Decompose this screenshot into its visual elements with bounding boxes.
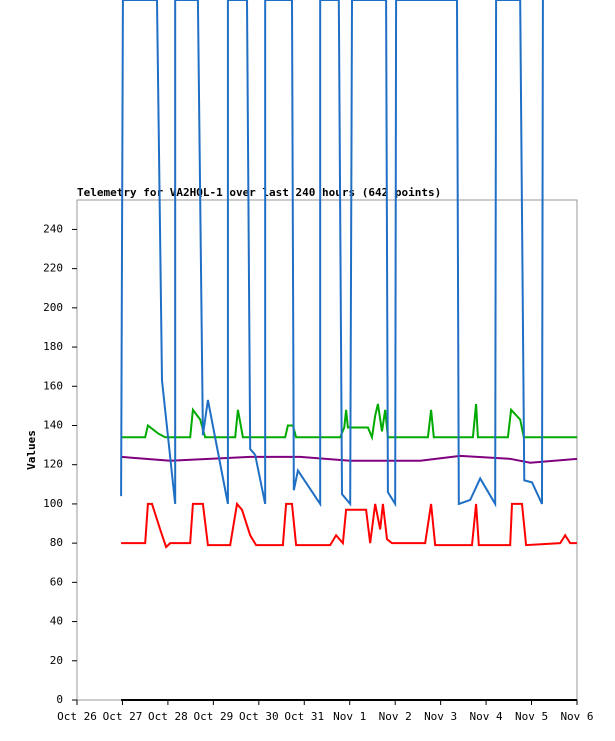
y-tick-label: 100: [43, 497, 63, 510]
x-tick-label: Nov 6: [560, 710, 593, 723]
x-tick-label: Oct 29: [193, 710, 233, 723]
y-tick-label: 160: [43, 379, 63, 392]
y-tick-label: 240: [43, 222, 63, 235]
series-line: [121, 501, 577, 549]
y-tick-label: 120: [43, 458, 63, 471]
y-tick-label: 40: [50, 615, 63, 628]
x-tick-label: Nov 3: [424, 710, 457, 723]
x-tick-label: Oct 30: [239, 710, 279, 723]
y-tick-label: 220: [43, 262, 63, 275]
y-tick-label: 80: [50, 536, 63, 549]
x-tick-label: Oct 27: [103, 710, 143, 723]
x-tick-label: Nov 4: [470, 710, 503, 723]
y-tick-label: 140: [43, 418, 63, 431]
x-tick-label: Oct 31: [284, 710, 324, 723]
series-line: [120, 0, 544, 508]
x-tick-label: Oct 28: [148, 710, 188, 723]
y-tick-label: 60: [50, 575, 63, 588]
y-tick-label: 180: [43, 340, 63, 353]
x-tick-label: Oct 26: [57, 710, 97, 723]
series-line: [121, 454, 578, 464]
y-tick-label: 0: [56, 693, 63, 706]
x-tick-label: Nov 1: [333, 710, 366, 723]
chart-title: Telemetry for VA2HQL-1 over last 240 hou…: [77, 186, 441, 199]
series-line: [121, 403, 577, 441]
x-tick-label: Nov 5: [515, 710, 548, 723]
x-tick-label: Nov 2: [379, 710, 412, 723]
y-tick-label: 20: [50, 654, 63, 667]
y-tick-label: 200: [43, 301, 63, 314]
y-axis-label: Values: [25, 430, 38, 470]
plot-frame: [76, 199, 578, 701]
